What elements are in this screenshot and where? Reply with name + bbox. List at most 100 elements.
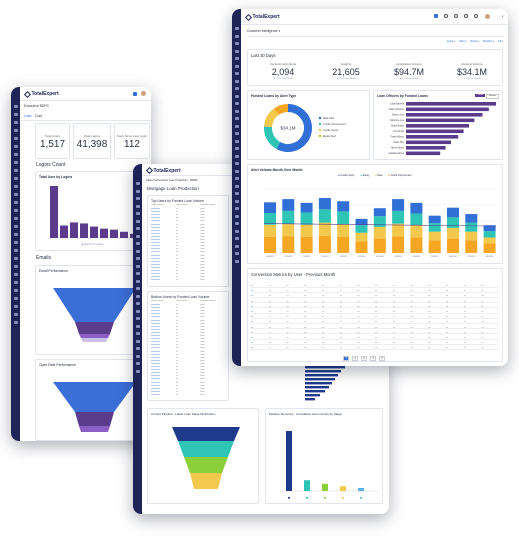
grid-icon[interactable] — [434, 14, 438, 18]
sidebar-nav-icon[interactable] — [13, 145, 18, 148]
user-link[interactable]: ▬▬▬▬ — [151, 270, 160, 272]
left-tab-1[interactable]: Loan — [24, 114, 32, 118]
table-row[interactable]: ▬▬▬▬ ▬ ▬▬ — [151, 233, 225, 236]
filter-chip[interactable]: All ▾ — [498, 40, 503, 43]
table-row[interactable]: ▬▬▬▬ ▬ ▬▬ — [151, 338, 225, 341]
page-button[interactable]: 1 — [343, 356, 350, 361]
sidebar-nav-icon[interactable] — [234, 49, 239, 53]
sidebar-nav-icon[interactable] — [135, 234, 140, 238]
sidebar-nav-icon[interactable] — [13, 153, 18, 156]
user-link[interactable]: ▬▬▬▬ — [151, 393, 160, 396]
user-link[interactable]: ▬▬▬▬ — [151, 350, 160, 353]
user-cell[interactable]: ▬ — [251, 337, 254, 339]
sidebar-nav-icon[interactable] — [13, 305, 18, 308]
user-link[interactable]: ▬▬▬▬ — [151, 353, 160, 356]
user-link[interactable]: ▬▬▬▬ — [151, 276, 160, 279]
user-link[interactable]: ▬▬▬▬ — [151, 260, 160, 263]
table-row[interactable]: ▬▬▬▬ ▬ ▬▬ — [151, 242, 225, 245]
user-link[interactable]: ▬▬▬▬ — [151, 211, 160, 214]
sidebar-nav-icon[interactable] — [135, 197, 140, 200]
right-dashboard-select[interactable]: Customer Intelligence ▾ — [247, 29, 281, 33]
sidebar-nav-icon[interactable] — [135, 339, 140, 343]
table-row[interactable]: ▬▬▬▬ ▬ ▬▬ — [151, 239, 225, 242]
table-row[interactable]: ▬▬▬▬ ▬ ▬▬ — [151, 323, 225, 326]
sidebar-nav-icon[interactable] — [135, 257, 140, 260]
table-row[interactable]: ▬▬▬▬ ▬ ▬▬ — [151, 360, 225, 363]
user-link[interactable]: ▬▬▬▬ — [151, 381, 160, 384]
page-button[interactable]: 3 — [360, 356, 368, 361]
legend-item[interactable]: ■ Credit Inquiry — [338, 174, 354, 177]
user-link[interactable]: ▬▬▬▬ — [151, 372, 160, 375]
legend-item[interactable]: ■ Rate — [375, 174, 382, 177]
user-cell[interactable]: ▬ — [251, 347, 254, 349]
table-row[interactable]: ▬▬▬▬ ▬ ▬▬ — [151, 326, 225, 329]
sidebar-nav-icon[interactable] — [135, 242, 140, 245]
sidebar-nav-icon[interactable] — [135, 204, 140, 208]
user-link[interactable]: ▬▬▬▬ — [151, 338, 160, 341]
table-row[interactable]: ▬▬▬▬ ▬ ▬▬ — [151, 313, 225, 316]
sidebar-nav-icon[interactable] — [13, 129, 18, 132]
legend-item[interactable]: ■ Credit Improvement — [389, 174, 412, 177]
table-row[interactable]: ▬▬▬▬ ▬ ▬▬ — [151, 385, 225, 388]
table-row[interactable]: ▬▬▬▬ ▬ ▬▬ — [151, 366, 225, 369]
user-cell[interactable]: ▬ — [251, 290, 254, 292]
user-link[interactable]: ▬▬▬▬ — [151, 366, 160, 368]
user-link[interactable]: ▬▬▬▬ — [151, 217, 160, 220]
user-link[interactable]: ▬▬▬▬ — [151, 310, 160, 313]
filter-chip[interactable]: Rows ▾ — [470, 40, 479, 43]
sidebar-nav-icon[interactable] — [13, 137, 18, 140]
table-row[interactable]: ▬▬▬▬ ▬ ▬▬ — [151, 335, 225, 338]
sidebar-nav-icon[interactable] — [13, 265, 18, 268]
table-row[interactable]: ▬▬▬▬ ▬ ▬▬ — [151, 236, 225, 239]
sidebar-nav-icon[interactable] — [13, 209, 18, 212]
sidebar-nav-icon[interactable] — [135, 309, 140, 313]
sidebar-nav-icon[interactable] — [234, 139, 239, 143]
sidebar-nav-icon[interactable] — [13, 193, 18, 196]
sidebar-nav-icon[interactable] — [13, 217, 18, 220]
sidebar-nav-icon[interactable] — [234, 79, 239, 83]
sidebar-nav-icon[interactable] — [135, 264, 140, 268]
sidebar-nav-icon[interactable] — [234, 214, 239, 218]
table-row[interactable]: ▬▬▬▬ ▬ ▬▬ — [151, 382, 225, 385]
user-link[interactable]: ▬▬▬▬ — [151, 335, 160, 337]
table-row[interactable]: ▬▬▬▬ ▬ ▬▬ — [151, 270, 225, 273]
table-row[interactable]: ▬▬▬▬ ▬ ▬▬ — [151, 316, 225, 319]
table-row[interactable]: ▬ ▬ ▬ ▬ ▬ ▬ ▬ ▬ ▬ ▬ ▬ ▬ ▬ ▬ — [251, 327, 499, 330]
lo-toggle-volume[interactable]: Volume — [485, 93, 499, 99]
table-row[interactable]: ▬ ▬ ▬ ▬ ▬ ▬ ▬ ▬ ▬ ▬ ▬ ▬ ▬ ▬ — [251, 332, 499, 335]
settings-icon[interactable] — [474, 14, 478, 18]
user-link[interactable]: ▬▬▬▬ — [151, 369, 160, 372]
left-tab-2[interactable]: Cont — [35, 114, 43, 118]
table-row[interactable]: ▬▬▬▬ ▬ ▬▬ — [151, 255, 225, 258]
left-app-icon[interactable] — [133, 91, 137, 96]
user-menu[interactable]: ▾ — [501, 15, 503, 18]
table-row[interactable]: ▬▬▬▬ ▬ ▬▬ — [151, 304, 225, 307]
table-row[interactable]: ▬▬▬▬ ▬ ▬▬ — [151, 351, 225, 354]
search-icon[interactable] — [444, 14, 448, 18]
user-link[interactable]: ▬▬▬▬ — [151, 263, 160, 266]
user-cell[interactable]: ▬ — [251, 300, 254, 303]
sidebar-nav-icon[interactable] — [13, 113, 18, 116]
table-row[interactable]: ▬▬▬▬ ▬ ▬▬ — [151, 279, 225, 282]
table-row[interactable]: ▬ ▬ ▬ ▬ ▬ ▬ ▬ ▬ ▬ ▬ ▬ ▬ ▬ ▬ — [251, 321, 499, 324]
user-cell[interactable]: ▬ — [251, 326, 254, 329]
user-link[interactable]: ▬▬▬▬ — [151, 235, 160, 238]
table-row[interactable]: ▬▬▬▬ ▬ ▬▬ — [151, 388, 225, 391]
user-link[interactable]: ▬▬▬▬ — [151, 239, 160, 241]
user-link[interactable]: ▬▬▬▬ — [151, 226, 160, 229]
table-row[interactable]: ▬▬▬▬ ▬ ▬▬ — [151, 224, 225, 227]
user-link[interactable]: ▬▬▬▬ — [151, 279, 160, 282]
table-row[interactable]: ▬▬▬▬ ▬ ▬▬ — [151, 258, 225, 261]
table-row[interactable]: ▬ ▬ ▬ ▬ ▬ ▬ ▬ ▬ ▬ ▬ ▬ ▬ ▬ ▬ — [251, 316, 499, 319]
sidebar-nav-icon[interactable] — [135, 354, 140, 358]
table-row[interactable]: ▬▬▬▬ ▬ ▬▬ — [151, 378, 225, 381]
user-link[interactable]: ▬▬▬▬ — [151, 319, 160, 322]
table-row[interactable]: ▬▬▬▬ ▬ ▬▬ — [151, 217, 225, 220]
sidebar-nav-icon[interactable] — [135, 227, 140, 230]
sidebar-nav-icon[interactable] — [234, 222, 239, 225]
user-link[interactable]: ▬▬▬▬ — [151, 214, 160, 217]
sidebar-nav-icon[interactable] — [234, 42, 239, 45]
help-icon[interactable] — [464, 14, 468, 18]
user-link[interactable]: ▬▬▬▬ — [151, 359, 160, 362]
sidebar-nav-icon[interactable] — [234, 109, 239, 113]
